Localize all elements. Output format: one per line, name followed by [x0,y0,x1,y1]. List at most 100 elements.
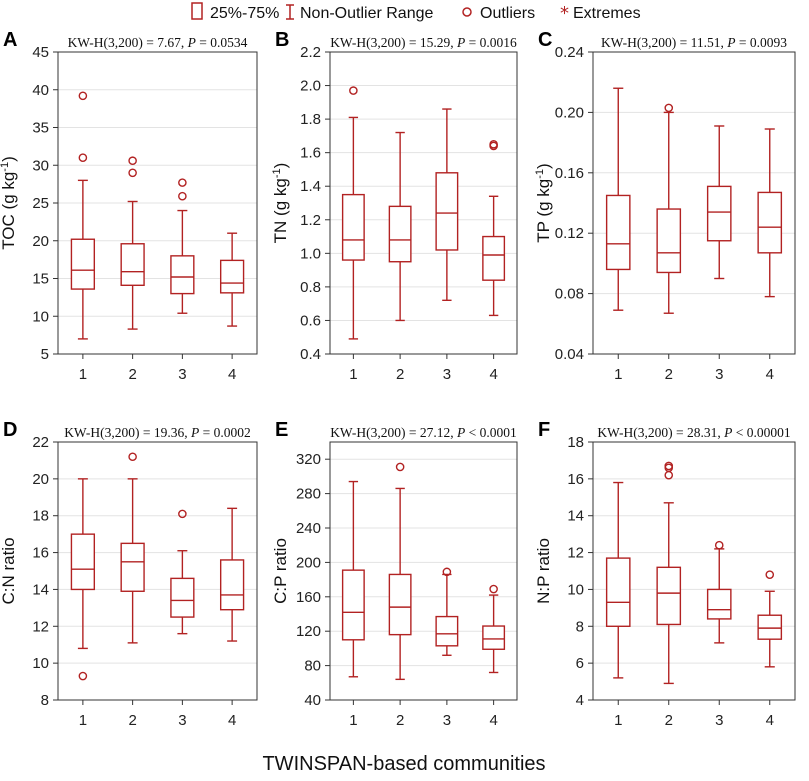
outlier-point [442,567,452,577]
x-tick-label: 3 [178,366,186,383]
x-tick-label: 4 [766,366,774,383]
x-tick-label: 2 [396,366,404,383]
box-group [706,540,732,644]
iqr-box [706,185,732,242]
iqr-box [656,566,682,626]
y-tick-label: 2.0 [300,78,321,95]
outlier-point [664,103,674,113]
box-group [482,139,506,317]
plot-frame [57,441,258,701]
x-tick-label: 4 [228,712,236,729]
box-group [120,156,145,330]
legend-extreme-label: Extremes [573,5,641,22]
y-tick-label: 0.8 [300,279,321,296]
legend-outlier-label: Outliers [480,5,535,22]
plot-frame [57,51,258,355]
box-group [219,507,245,642]
outlier-point [489,139,498,149]
y-tick-label: 12 [567,545,584,562]
x-tick-label: 2 [396,712,404,729]
y-tick-label: 15 [32,271,49,288]
y-tick-label: 280 [296,486,321,503]
stat-annotation: KW-H(3,200) = 11.51, P = 0.0093 [601,35,787,50]
y-tick-label: 2.2 [300,44,321,61]
y-tick-label: 0.12 [555,225,584,242]
y-tick-label: 80 [304,658,321,675]
box-group [757,570,783,668]
panel-letter: A [3,29,17,51]
legend-box-item: 25%-75% [191,2,279,22]
box-group [388,462,412,681]
x-tick-label: 3 [178,712,186,729]
x-tick-label: 2 [128,712,136,729]
y-tick-label: 22 [32,434,49,451]
legend-box-swatch [191,2,203,20]
legend-whisker-item: Non-Outlier Range [286,4,434,22]
x-tick-label: 3 [443,712,451,729]
y-tick-label: 120 [296,623,321,640]
y-tick-label: 1.4 [300,178,321,195]
box-group [219,232,245,327]
outlier-point [178,509,187,519]
outlier-point [489,584,498,594]
legend-extreme-swatch: * [560,3,569,24]
y-tick-label: 10 [32,308,49,325]
outlier-point [664,461,674,471]
y-tick-label: 25 [32,195,49,212]
x-tick-label: 1 [614,712,622,729]
box-group [656,103,682,314]
outlier-point [128,168,137,178]
outlier-point [178,191,187,201]
panel-b: 0.4 0.6 0.8 1.0 1.2 1.4 1.6 1.8 2.0 2.2 1 2 3 4 TN (g … [271,29,518,383]
x-tick-label: 1 [79,366,87,383]
y-tick-label: 10 [567,581,584,598]
y-tick-label: 5 [41,346,49,363]
y-tick-label: 1.0 [300,245,321,262]
outlier-point [395,462,405,472]
panel-c: 0.04 0.08 0.12 0.16 0.20 0.24 1 2 3 4 TP (g kg-1) C… [534,29,796,383]
legend-box-label: 25%-75% [210,5,279,22]
y-tick-label: 0.04 [555,346,584,363]
x-tick-label: 1 [79,712,87,729]
y-tick-label: 40 [304,692,321,709]
y-axis-label: TOC (g kg-1) [0,156,18,250]
y-tick-label: 20 [32,471,49,488]
outlier-point [78,91,88,101]
stat-annotation: KW-H(3,200) = 15.29, P = 0.0016 [330,35,517,50]
y-tick-label: 240 [296,520,321,537]
legend-whisker-swatch [286,4,294,20]
iqr-box [219,559,245,611]
y-tick-label: 35 [32,120,49,137]
x-tick-label: 1 [349,366,357,383]
outlier-point [78,671,88,681]
plot-frame [592,441,796,701]
legend-extreme-item: * Extremes [560,3,641,24]
box-group [341,86,365,340]
y-tick-label: 16 [567,471,584,488]
y-tick-label: 200 [296,554,321,571]
y-tick-label: 8 [576,618,584,635]
iqr-box [341,569,365,641]
stat-annotation: KW-H(3,200) = 27.12, P < 0.0001 [330,425,517,440]
box-group [170,178,195,314]
box-group [341,480,365,678]
iqr-box [757,191,783,254]
y-tick-label: 0.24 [555,44,584,61]
iqr-box [341,193,365,261]
iqr-box [435,172,459,251]
outlier-point [765,570,775,579]
y-axis-label: N:P ratio [534,538,553,604]
panel-a: 5 10 15 20 25 30 35 40 45 1 2 3 4 TOC (g kg-1) A KW-H(3… [0,29,258,383]
y-tick-label: 4 [576,692,584,709]
iqr-box [219,259,245,294]
box-group [656,461,682,685]
x-tick-label: 1 [349,712,357,729]
legend-outlier-item: Outliers [462,5,535,22]
iqr-box [605,557,631,627]
y-tick-label: 40 [32,82,49,99]
outlier-point [78,153,88,162]
outlier-point [714,540,724,550]
plot-frame [592,51,796,355]
iqr-box [70,533,96,591]
